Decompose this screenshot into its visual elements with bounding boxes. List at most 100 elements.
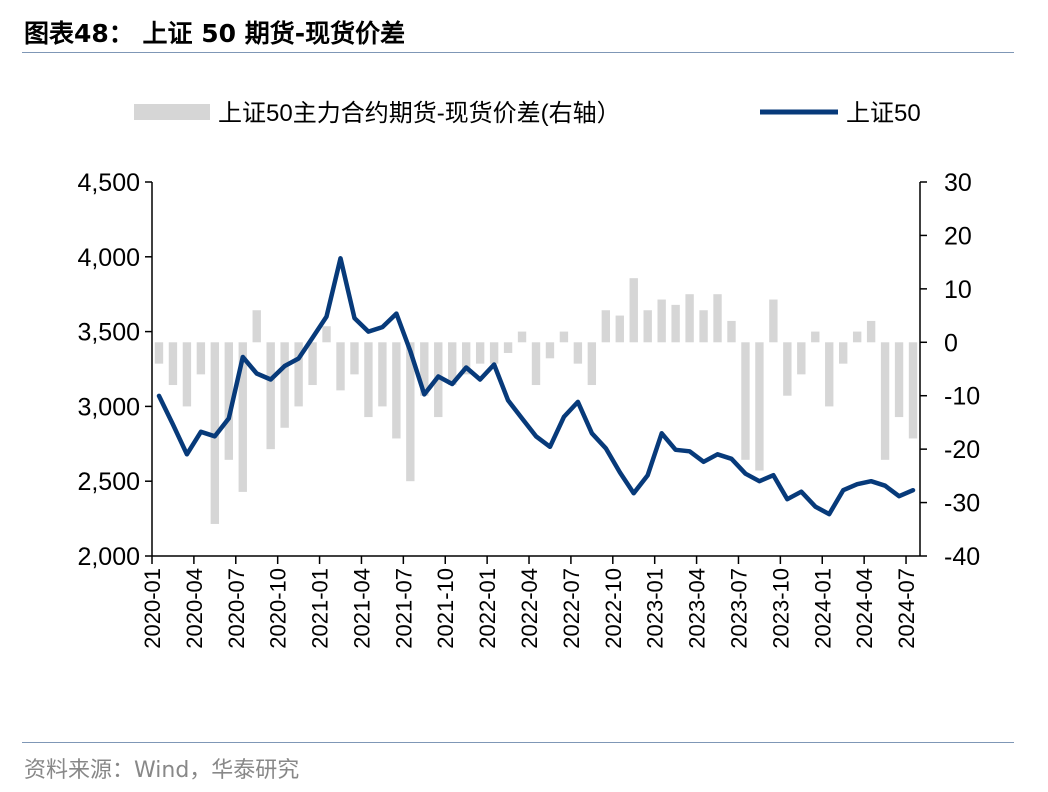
basis-bar [629,278,638,343]
basis-bar [266,342,275,450]
chart-legend: 上证50主力合约期货-现货价差(右轴） 上证50 [134,100,921,127]
right-tick-label: -10 [944,383,980,411]
basis-bar [238,342,247,492]
right-tick-label: 10 [944,276,972,304]
basis-bar [531,342,541,386]
basis-bar [350,342,359,375]
basis-bar [839,342,848,364]
index-line [156,256,916,517]
basis-bar [852,331,862,343]
x-tick-label: 2024-01 [810,568,835,649]
basis-bar [182,342,192,407]
basis-bar [322,326,331,343]
basis-bar [448,342,457,386]
basis-bar [559,331,569,343]
left-tick-label: 4,500 [77,169,140,197]
basis-bar [811,331,820,343]
right-tick-label: 0 [944,329,958,357]
basis-bar [336,342,345,391]
left-tick-label: 2,000 [77,543,140,571]
basis-bar [713,294,722,343]
x-tick-label: 2021-04 [349,568,374,649]
page-title: 图表48： 上证 50 期货-现货价差 [24,19,406,48]
right-tick-label: -30 [944,490,980,518]
basis-bar [783,342,792,396]
basis-bar [475,342,485,364]
x-tick-label: 2023-07 [726,568,751,649]
left-tick-label: 2,500 [77,468,140,496]
left-tick-label: 3,500 [77,319,140,347]
chart-axes: 2,000 2,500 3,000 3,500 4,000 4,500 -40 -30 -20 -… [77,169,980,649]
basis-bar [280,342,289,428]
basis-bar [517,331,527,343]
basis-bar [224,342,233,460]
basis-bar [461,342,471,375]
basis-bar [406,342,415,482]
right-tick-label: 20 [944,222,972,250]
basis-bar [196,342,206,375]
basis-bar [545,342,555,359]
basis-bar [643,310,652,343]
x-tick-label: 2023-10 [768,568,793,649]
source-note: 资料来源：Wind，华泰研究 [24,758,300,783]
basis-bar [755,342,764,471]
x-tick-label: 2023-04 [685,568,710,649]
basis-bar [587,342,597,386]
basis-chart: 2,000 2,500 3,000 3,500 4,000 4,500 -40 -30 -20 -… [77,100,980,649]
x-tick-label: 2021-10 [433,568,458,649]
basis-bar [601,310,611,343]
x-tick-label: 2024-07 [894,568,919,649]
basis-bar [392,342,401,439]
right-tick-label: -40 [944,543,980,571]
basis-bar [866,320,876,343]
footer-divider [22,742,1014,743]
basis-bar [378,342,387,407]
legend-swatch-basis [134,104,210,120]
basis-bars [154,278,918,524]
x-tick-label: 2020-10 [266,568,291,649]
legend-label-index: 上证50 [846,100,921,127]
basis-bar [797,342,806,375]
basis-bar [825,342,834,407]
basis-bar [294,342,303,407]
title-divider [22,52,1014,53]
basis-bar [657,299,666,343]
left-tick-label: 3,000 [77,393,140,421]
basis-bar [420,342,429,396]
basis-bar [699,310,708,343]
basis-bar [503,342,513,353]
basis-bar [769,299,778,343]
basis-bar [908,342,918,439]
x-tick-label: 2024-04 [852,568,877,649]
x-tick-label: 2020-07 [224,568,249,649]
x-tick-label: 2022-07 [559,568,584,649]
legend-item-basis: 上证50主力合约期货-现货价差(右轴） [134,100,621,127]
x-tick-label: 2021-07 [391,568,416,649]
basis-bar [894,342,904,418]
basis-bar [168,342,178,386]
basis-bar [671,304,680,343]
right-tick-label: -20 [944,436,980,464]
basis-bar [308,342,317,386]
basis-bar [880,342,890,460]
x-tick-label: 2023-01 [643,568,668,649]
x-tick-label: 2021-01 [308,568,333,649]
legend-item-index: 上证50 [760,100,921,127]
basis-bar [615,315,624,343]
right-tick-label: 30 [944,169,972,197]
basis-bar [685,294,694,343]
left-tick-label: 4,000 [77,244,140,272]
index-line-layer [156,256,916,517]
basis-bar [727,320,736,343]
basis-bar [252,310,261,343]
legend-label-basis: 上证50主力合约期货-现货价差(右轴） [218,100,621,127]
x-tick-label: 2022-01 [475,568,500,649]
basis-bar [573,342,583,364]
x-tick-label: 2020-04 [182,568,207,649]
x-tick-label: 2022-10 [601,568,626,649]
basis-bar [741,342,750,460]
x-tick-label: 2022-04 [517,568,542,649]
basis-bar [489,342,499,364]
x-tick-label: 2020-01 [140,568,165,649]
basis-bar [364,342,373,418]
